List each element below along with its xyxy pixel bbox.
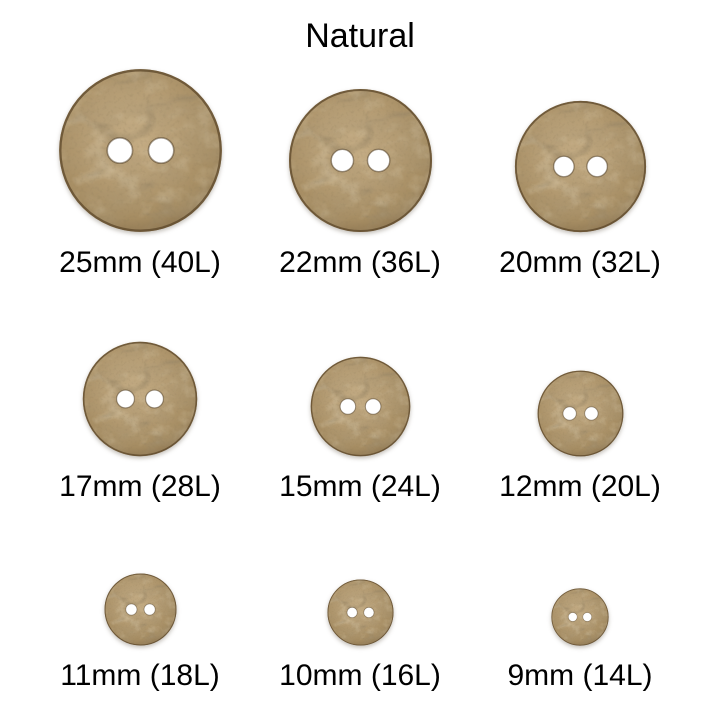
button-item-12mm: 12mm (20L): [470, 302, 690, 504]
coconut-button-photo: [58, 69, 222, 232]
size-label: 12mm (20L): [499, 470, 661, 503]
button-hole: [582, 612, 593, 622]
button-hole: [147, 136, 175, 165]
button-hole: [124, 603, 137, 616]
button-hole: [362, 607, 374, 618]
button-hole: [143, 603, 156, 616]
button-item-22mm: 22mm (36L): [250, 60, 470, 280]
coconut-button-photo: [514, 100, 646, 233]
size-label: 17mm (28L): [59, 470, 221, 503]
button-row-2: 17mm (28L) 15mm (24L): [0, 302, 720, 504]
button-item-11mm: 11mm (18L): [30, 546, 250, 693]
coconut-button-photo: [104, 573, 176, 646]
button-item-20mm: 20mm (32L): [470, 60, 690, 280]
button-hole: [346, 607, 358, 618]
button-hole: [561, 406, 577, 421]
size-label: 9mm (14L): [507, 659, 653, 692]
button-item-15mm: 15mm (24L): [250, 302, 470, 504]
button-hole: [583, 406, 599, 421]
size-label: 20mm (32L): [499, 246, 661, 279]
button-photo-area: [551, 546, 609, 646]
size-label: 11mm (18L): [60, 659, 220, 692]
button-photo-area: [104, 546, 177, 646]
button-hole: [339, 398, 356, 415]
button-row-1: 25mm (40L) 22mm (36L): [0, 60, 720, 280]
coconut-button-photo: [326, 579, 394, 646]
button-hole: [364, 398, 381, 415]
button-hole: [115, 389, 136, 409]
size-label: 22mm (36L): [279, 246, 441, 279]
button-item-10mm: 10mm (16L): [250, 546, 470, 693]
button-item-25mm: 25mm (40L): [30, 60, 250, 280]
button-photo-area: [537, 302, 624, 457]
coconut-button-photo: [537, 370, 623, 457]
coconut-button-photo: [551, 588, 609, 646]
button-item-9mm: 9mm (14L): [470, 546, 690, 693]
button-photo-area: [58, 60, 223, 233]
button-hole: [366, 148, 391, 173]
button-photo-area: [310, 302, 411, 457]
page-title: Natural: [305, 17, 415, 55]
button-hole: [552, 155, 575, 178]
button-photo-area: [326, 546, 394, 646]
size-label: 15mm (24L): [279, 470, 441, 503]
button-photo-area: [288, 60, 433, 233]
size-label: 10mm (16L): [279, 659, 441, 692]
button-hole: [329, 148, 354, 173]
button-row-3: 11mm (18L) 10mm (16L): [0, 546, 720, 693]
button-item-17mm: 17mm (28L): [30, 302, 250, 504]
button-hole: [144, 389, 165, 409]
button-hole: [567, 612, 578, 622]
button-hole: [585, 155, 608, 178]
size-label: 25mm (40L): [59, 246, 221, 279]
coconut-button-photo: [310, 356, 410, 457]
button-photo-area: [514, 60, 647, 233]
coconut-button-photo: [82, 341, 198, 457]
button-hole: [105, 136, 133, 165]
coconut-button-photo: [288, 89, 432, 232]
button-photo-area: [82, 302, 198, 457]
